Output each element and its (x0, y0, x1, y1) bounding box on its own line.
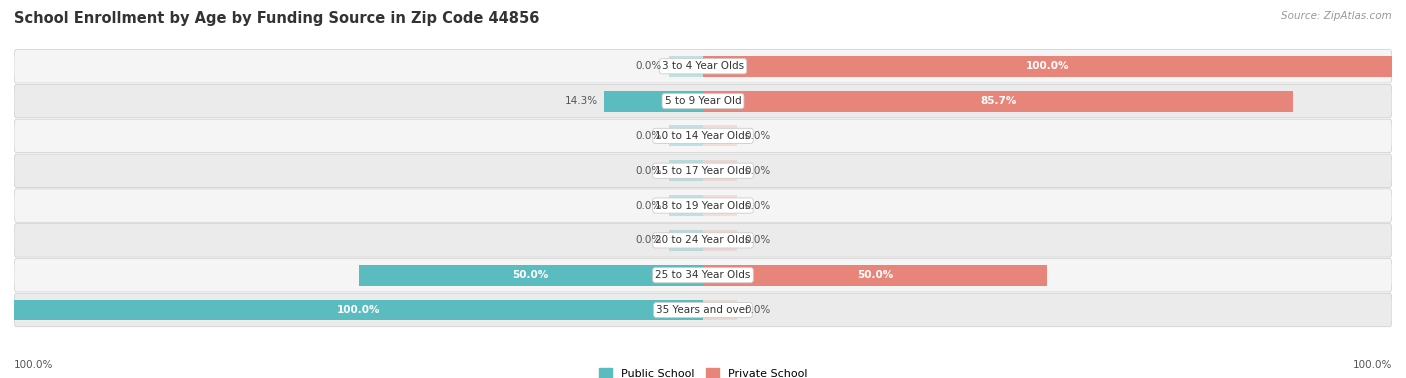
Bar (703, 265, 1047, 286)
Text: 100.0%: 100.0% (14, 361, 53, 370)
FancyBboxPatch shape (14, 154, 1392, 187)
FancyBboxPatch shape (14, 119, 1392, 153)
Text: 0.0%: 0.0% (636, 201, 662, 211)
Text: Source: ZipAtlas.com: Source: ZipAtlas.com (1281, 11, 1392, 21)
Text: 5 to 9 Year Old: 5 to 9 Year Old (665, 96, 741, 106)
Text: 0.0%: 0.0% (636, 131, 662, 141)
Text: 15 to 17 Year Olds: 15 to 17 Year Olds (655, 166, 751, 176)
Legend: Public School, Private School: Public School, Private School (599, 368, 807, 378)
FancyBboxPatch shape (14, 84, 1392, 118)
FancyBboxPatch shape (14, 259, 1392, 292)
Text: 100.0%: 100.0% (337, 305, 380, 315)
Bar (703, 91, 1294, 112)
Text: 14.3%: 14.3% (564, 96, 598, 106)
Bar (669, 160, 703, 181)
Text: 25 to 34 Year Olds: 25 to 34 Year Olds (655, 270, 751, 280)
Bar (703, 195, 738, 216)
Text: 0.0%: 0.0% (744, 201, 770, 211)
Text: 85.7%: 85.7% (980, 96, 1017, 106)
Text: 0.0%: 0.0% (744, 235, 770, 245)
Bar (703, 160, 738, 181)
FancyBboxPatch shape (14, 189, 1392, 222)
Text: 0.0%: 0.0% (744, 131, 770, 141)
Bar (703, 230, 738, 251)
Text: 50.0%: 50.0% (513, 270, 548, 280)
Bar (669, 230, 703, 251)
Bar (14, 299, 703, 321)
Bar (669, 195, 703, 216)
Bar (605, 91, 703, 112)
FancyBboxPatch shape (14, 224, 1392, 257)
Text: 10 to 14 Year Olds: 10 to 14 Year Olds (655, 131, 751, 141)
Text: 0.0%: 0.0% (636, 61, 662, 71)
Text: 100.0%: 100.0% (1026, 61, 1069, 71)
Bar (703, 125, 738, 146)
Bar (703, 56, 1392, 77)
Text: 100.0%: 100.0% (1353, 361, 1392, 370)
Bar (703, 299, 738, 321)
Bar (669, 125, 703, 146)
Bar (359, 265, 703, 286)
Text: 0.0%: 0.0% (636, 235, 662, 245)
Text: 0.0%: 0.0% (744, 305, 770, 315)
Text: 18 to 19 Year Olds: 18 to 19 Year Olds (655, 201, 751, 211)
Text: 50.0%: 50.0% (858, 270, 893, 280)
Text: School Enrollment by Age by Funding Source in Zip Code 44856: School Enrollment by Age by Funding Sour… (14, 11, 540, 26)
Text: 0.0%: 0.0% (744, 166, 770, 176)
Text: 20 to 24 Year Olds: 20 to 24 Year Olds (655, 235, 751, 245)
FancyBboxPatch shape (14, 293, 1392, 327)
Text: 3 to 4 Year Olds: 3 to 4 Year Olds (662, 61, 744, 71)
FancyBboxPatch shape (14, 50, 1392, 83)
Text: 0.0%: 0.0% (636, 166, 662, 176)
Text: 35 Years and over: 35 Years and over (657, 305, 749, 315)
Bar (669, 56, 703, 77)
